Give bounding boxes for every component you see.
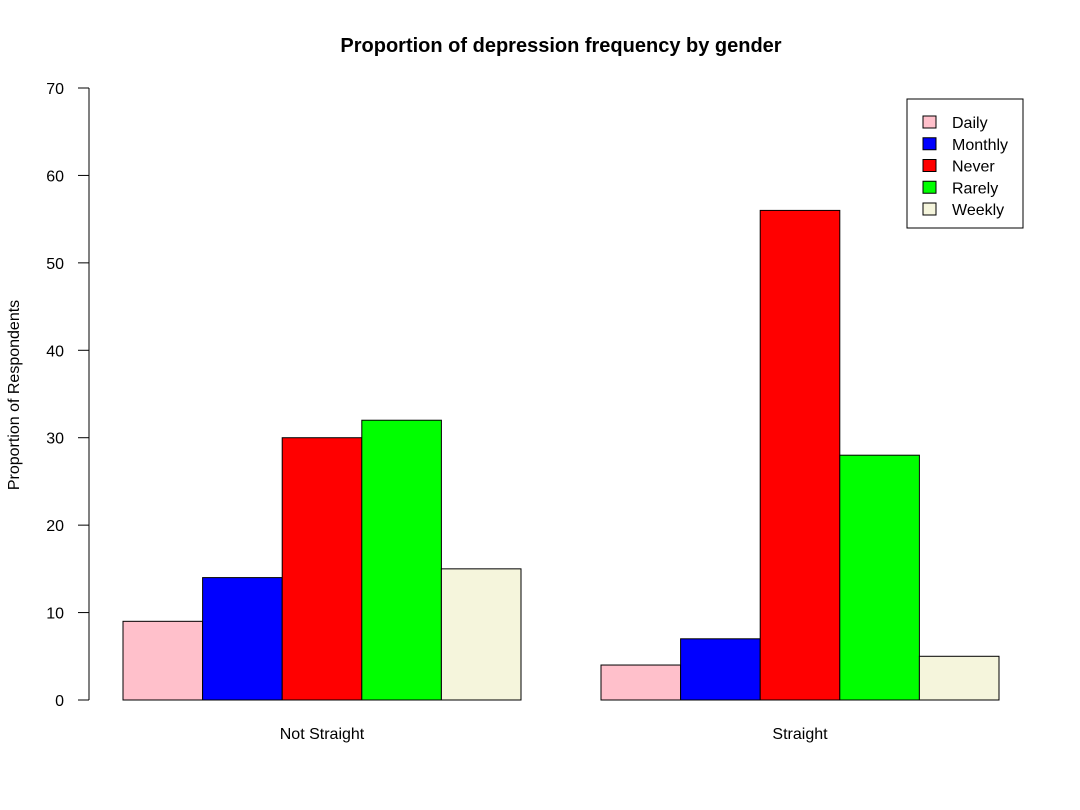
bar-daily-straight: [600, 664, 682, 701]
legend-label: Weekly: [952, 202, 1004, 219]
legend-label: Rarely: [952, 180, 998, 197]
legend-label: Daily: [952, 115, 988, 132]
y-axis-label: Proportion of Respondents: [6, 300, 23, 490]
legend-label: Never: [952, 159, 995, 176]
legend: Daily Monthly Never Rarely Weekly: [906, 98, 1024, 229]
chart-title: Proportion of depression frequency by ge…: [340, 35, 781, 57]
legend-swatch: [922, 137, 937, 151]
bar-daily-not-straight: [122, 620, 204, 701]
legend-swatch: [922, 202, 937, 216]
bar-rarely-straight: [839, 454, 920, 701]
bar-monthly-not-straight: [202, 577, 283, 701]
bar-weekly-straight: [918, 655, 1000, 701]
y-tick-label: 50: [46, 256, 64, 273]
x-category-label: Not Straight: [280, 726, 365, 743]
y-tick-label: 30: [46, 431, 64, 448]
bar-weekly-not-straight: [440, 568, 522, 701]
x-category-label: Straight: [772, 726, 828, 743]
y-tick-label: 60: [46, 168, 64, 185]
bar-monthly-straight: [680, 638, 761, 701]
y-tick-label: 20: [46, 518, 64, 535]
legend-swatch: [922, 115, 937, 129]
y-axis: 0 10 20 30 40 50 60 70: [46, 81, 90, 710]
bar-never-not-straight: [281, 437, 363, 701]
bar-rarely-not-straight: [361, 419, 442, 701]
y-tick-label: 70: [46, 81, 64, 98]
y-tick-label: 10: [46, 606, 64, 623]
y-tick-label: 40: [46, 343, 64, 360]
bar-never-straight: [759, 209, 841, 701]
legend-label: Monthly: [952, 137, 1008, 154]
legend-swatch: [922, 180, 937, 194]
category-labels: Not Straight Straight: [280, 726, 828, 743]
bars-group: [122, 209, 1000, 701]
y-tick-label: 0: [55, 693, 64, 710]
legend-swatch: [922, 159, 937, 172]
